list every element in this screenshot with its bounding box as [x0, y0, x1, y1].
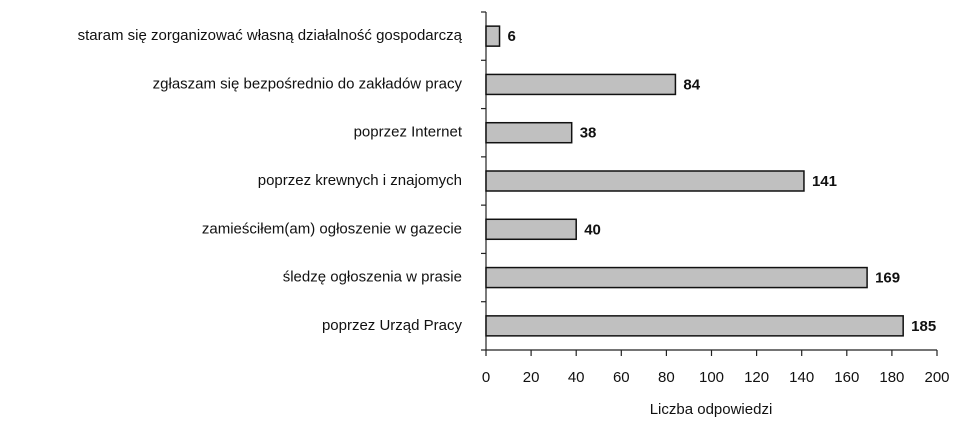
data-label: 38: [580, 125, 597, 142]
bar: [485, 73, 677, 96]
data-label: 40: [584, 221, 601, 238]
x-tick-label: 40: [568, 369, 585, 386]
y-tick-label: zamieściłem(am) ogłoszenie w gazecie: [202, 220, 462, 237]
y-tick-label: poprzez Internet: [354, 124, 463, 141]
bar: [485, 170, 805, 192]
data-label: 185: [911, 318, 936, 335]
y-tick-label: poprzez krewnych i znajomych: [258, 172, 462, 189]
x-tick-label: 140: [789, 369, 814, 386]
bar: [485, 315, 904, 337]
bar: [485, 218, 577, 241]
data-label: 141: [812, 173, 837, 190]
y-tick-label: staram się zorganizować własną działalno…: [78, 27, 463, 44]
data-label: 84: [683, 76, 700, 93]
x-tick-label: 120: [744, 369, 769, 386]
x-tick-label: 80: [658, 369, 675, 386]
data-label: 169: [875, 270, 900, 287]
x-tick-label: 20: [523, 369, 540, 386]
x-tick-label: 160: [834, 369, 859, 386]
x-tick-label: 100: [699, 369, 724, 386]
bar: [485, 121, 573, 144]
data-label: 6: [508, 28, 516, 45]
y-tick-label: poprzez Urząd Pracy: [322, 317, 463, 334]
x-tick-label: 0: [482, 369, 490, 386]
y-tick-label: zgłaszam się bezpośrednio do zakładów pr…: [153, 75, 463, 92]
bar: [485, 25, 501, 47]
y-tick-label: śledzę ogłoszenia w prasie: [283, 269, 462, 286]
x-axis-label: Liczba odpowiedzi: [650, 401, 773, 418]
bar: [485, 266, 868, 289]
x-tick-label: 180: [879, 369, 904, 386]
x-tick-label: 60: [613, 369, 630, 386]
x-tick-label: 200: [924, 369, 949, 386]
